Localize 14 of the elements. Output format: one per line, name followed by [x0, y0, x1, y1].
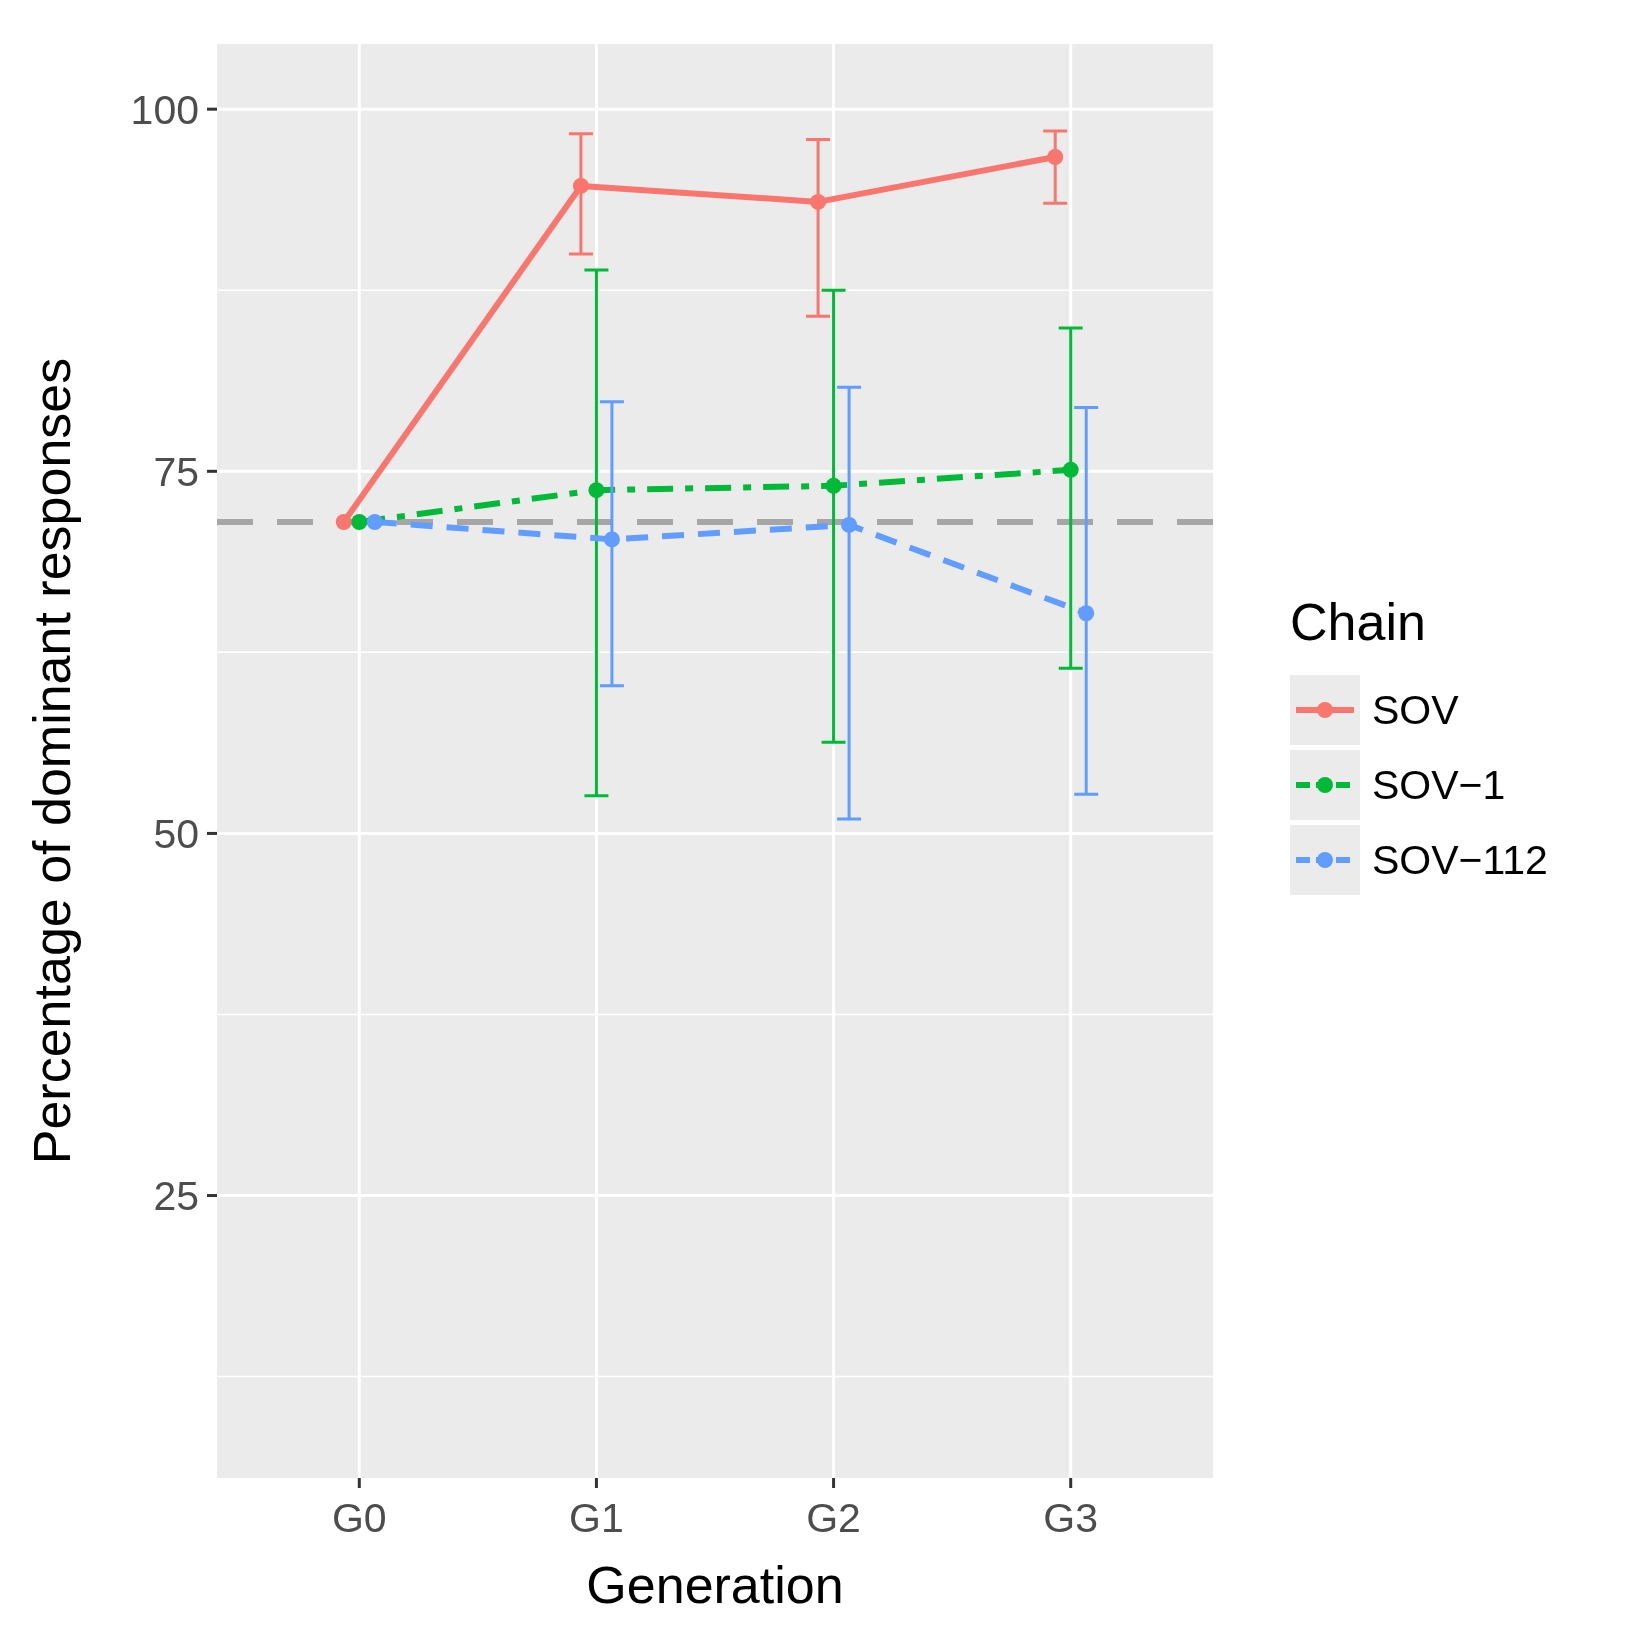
y-tick-label: 75 [153, 448, 199, 495]
y-tick-label: 50 [153, 810, 199, 857]
x-tick-label: G2 [806, 1495, 861, 1541]
y-tick-label: 25 [153, 1172, 199, 1219]
x-axis-title: Generation [586, 1556, 844, 1614]
x-tick-label: G1 [569, 1495, 624, 1541]
x-tick-label: G0 [331, 1495, 387, 1541]
x-tick-label: G3 [1043, 1495, 1099, 1541]
legend-label: SOV [1372, 687, 1460, 734]
legend-label: SOV−112 [1372, 837, 1548, 884]
y-axis-title: Percentage of dominant responses [23, 357, 81, 1165]
legend-title: Chain [1290, 593, 1426, 651]
y-tick-label: 100 [130, 86, 199, 133]
legend-label: SOV−1 [1372, 762, 1506, 809]
